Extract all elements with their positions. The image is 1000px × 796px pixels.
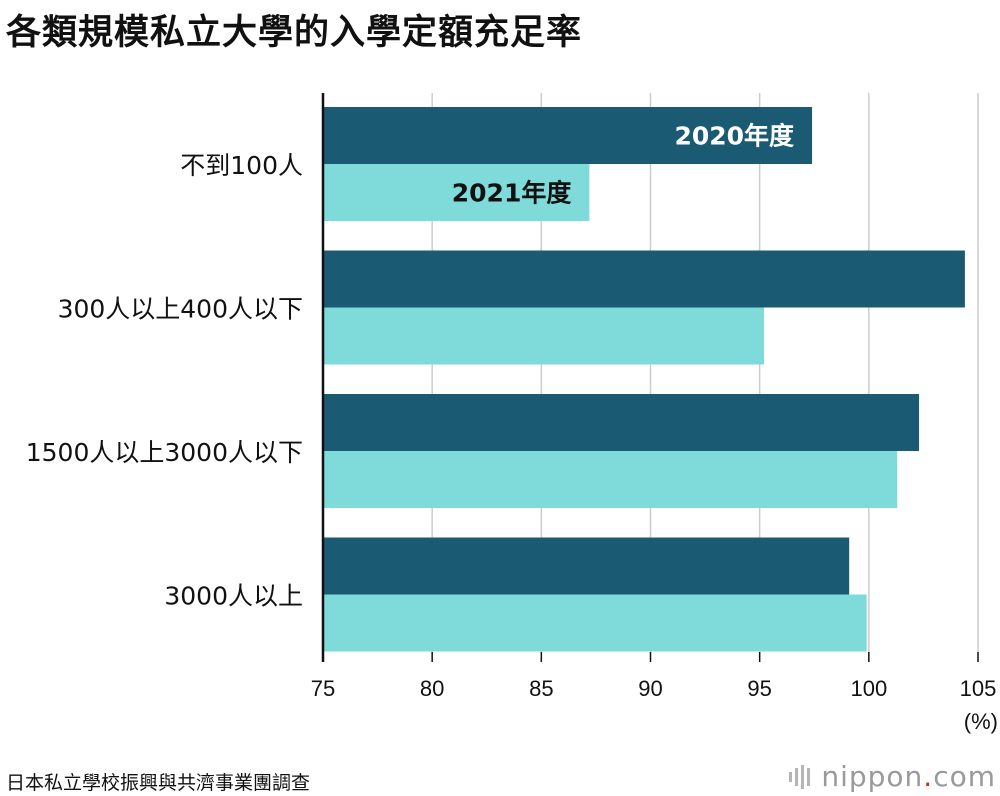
x-tick-label: 85 [529,676,553,701]
bar-2021 [323,451,898,508]
nippon-com-logo: nippon.com [787,760,996,793]
bar-2020 [323,394,920,451]
category-label: 不到100人 [180,151,303,180]
logo-dot: . [923,760,934,793]
bar-2020 [323,107,813,164]
bar-2021 [323,164,590,221]
bar-2020 [323,537,850,595]
x-tick-label: 80 [420,676,444,701]
logo-name: nippon [821,760,924,793]
category-label: 3000人以上 [164,582,303,611]
chart-title: 各類規模私立大學的入學定額充足率 [6,13,583,53]
bar-chart: 不到100人 300人以上400人以下 1500人以上3000人以下 3000人以上 2… [26,93,997,701]
bar-2020 [323,250,965,308]
category-label: 1500人以上3000人以下 [26,438,303,467]
x-tick-label: 95 [747,676,771,701]
legend-label-2020: 2020年度 [674,122,794,151]
x-tick-label: 90 [638,676,662,701]
axis-unit-label: (%) [963,709,998,734]
logo-tld: com [933,760,996,793]
legend-label-2021: 2021年度 [452,179,572,208]
logo-bars-icon [789,765,811,789]
bar-2021 [323,594,867,652]
x-tick-label: 100 [850,676,887,701]
x-tick-label: 75 [311,676,335,701]
category-label: 300人以上400人以下 [58,295,303,324]
source-credit: 日本私立學校振興與共濟事業團調查 [6,772,311,794]
bar-2021 [323,307,765,365]
x-tick-label: 105 [960,676,997,701]
